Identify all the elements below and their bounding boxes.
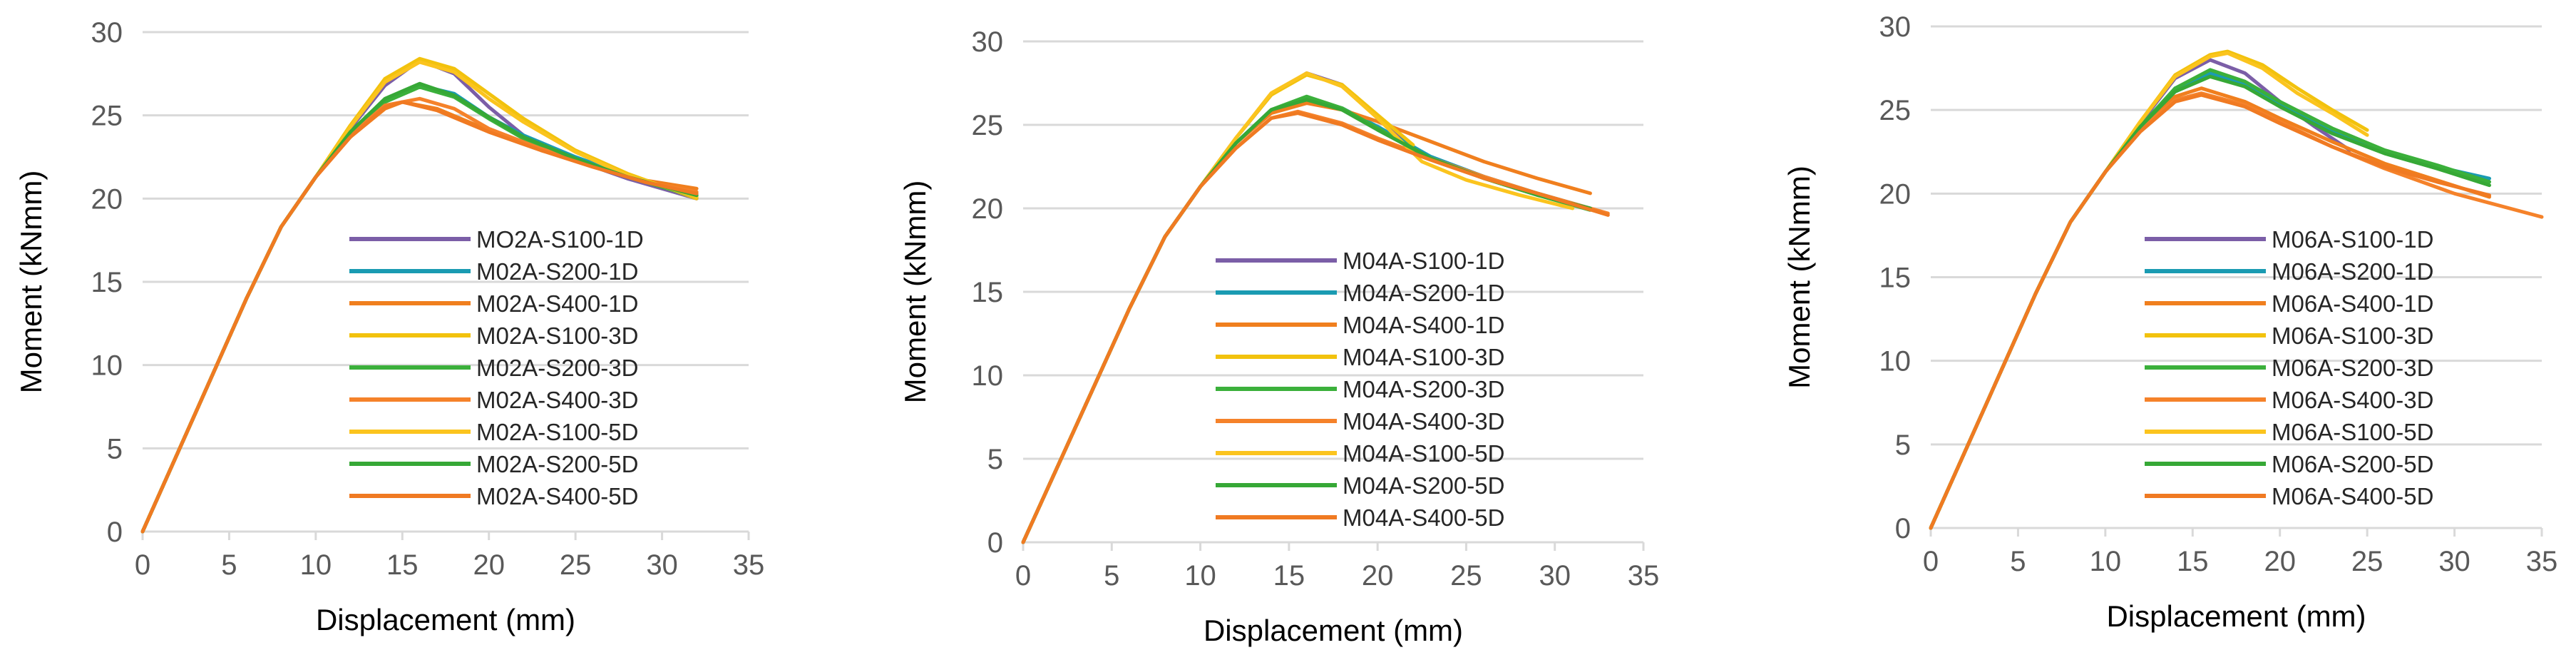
chart-m04a: 0 5 10 15 20 25 30 35 0 5 10 15 20 25 30 Displacement (…	[898, 26, 1660, 647]
x-tick-label: 35	[733, 549, 765, 581]
x-tick-label: 20	[473, 549, 505, 581]
y-tick-label: 15	[972, 277, 1004, 308]
y-tick-label: 10	[91, 350, 123, 382]
legend-entry-label: M06A-S400-5D	[2272, 483, 2433, 509]
legend-entry-label: M04A-S200-1D	[1343, 280, 1504, 306]
legend-entry-label: M02A-S200-5D	[476, 451, 638, 477]
y-tick-label: 30	[972, 26, 1004, 58]
y-tick-label: 20	[1879, 178, 1912, 210]
y-tick-label: 25	[1879, 95, 1912, 126]
x-tick-label: 0	[135, 549, 150, 581]
series-line-m04a-s200-3d	[1021, 94, 1592, 544]
legend-entry-label: M06A-S200-1D	[2272, 258, 2433, 285]
legend-entry-label: M04A-S200-3D	[1343, 376, 1504, 402]
x-tick-label: 30	[2438, 546, 2470, 577]
legend-entry-label: M06A-S200-3D	[2272, 355, 2433, 381]
x-tick-label: 25	[1450, 560, 1482, 592]
legend-entry-label: MO2A-S100-1D	[476, 226, 644, 253]
x-tick-label: 10	[300, 549, 332, 581]
gridlines	[1931, 25, 2542, 446]
legend-entry-label: M06A-S400-3D	[2272, 387, 2433, 413]
legend: MO2A-S100-1D M02A-S200-1D M02A-S400-1D M02A…	[349, 226, 644, 509]
chart-m02a: 0 5 10 15 20 25 30 35 0 5 10 15 20 25 30 Displacement (…	[14, 17, 765, 636]
y-tick-label: 20	[972, 193, 1004, 225]
legend-entry-label: M06A-S400-1D	[2272, 290, 2433, 317]
y-tick-label: 30	[1879, 11, 1912, 43]
y-axis-title: Moment (kNmm)	[14, 171, 48, 394]
legend-entry-label: M02A-S400-3D	[476, 387, 638, 413]
y-tick-label: 5	[987, 444, 1003, 475]
legend-entry-label: M04A-S100-5D	[1343, 440, 1504, 467]
x-tick-label: 15	[1273, 560, 1305, 592]
y-axis-title: Moment (kNmm)	[898, 181, 932, 404]
legend-entry-label: M04A-S400-1D	[1343, 312, 1504, 338]
series-lines	[1929, 49, 2544, 530]
x-tick-label: 0	[1015, 560, 1031, 592]
series-line-m04a-s200-5d	[1021, 98, 1592, 544]
y-tick-label: 20	[91, 183, 123, 215]
chart-panel-m02a: 0 5 10 15 20 25 30 35 0 5 10 15 20 25 30 Displacement (…	[0, 0, 806, 660]
x-axis-title: Displacement (mm)	[2106, 599, 2366, 633]
chart-panel-m04a: 0 5 10 15 20 25 30 35 0 5 10 15 20 25 30 Displacement (…	[884, 0, 1690, 660]
x-tick-label: 35	[2526, 546, 2558, 577]
x-tick-label: 25	[560, 549, 592, 581]
legend-entry-label: M04A-S200-5D	[1343, 472, 1504, 499]
y-tick-label: 5	[107, 433, 123, 464]
x-tick-label: 10	[1184, 560, 1216, 592]
legend-entry-label: M04A-S100-1D	[1343, 248, 1504, 274]
x-tick-label: 15	[2177, 546, 2209, 577]
y-tick-label: 25	[91, 101, 123, 132]
y-tick-label: 30	[91, 17, 123, 49]
legend-entry-label: M02A-S200-3D	[476, 355, 638, 381]
y-tick-label: 15	[1879, 263, 1912, 294]
x-tick-label: 30	[1539, 560, 1571, 592]
chart-m06a: 0 5 10 15 20 25 30 35 0 5 10 15 20 25 30 Displacement (…	[1782, 11, 2558, 633]
legend: M04A-S100-1D M04A-S200-1D M04A-S400-1D M04A…	[1216, 248, 1504, 531]
y-tick-label: 0	[987, 527, 1003, 559]
y-tick-label: 0	[1895, 513, 1911, 544]
series-line-m06a-s400-5d	[1929, 93, 2491, 530]
x-axis-title: Displacement (mm)	[1204, 614, 1463, 647]
x-axis-title: Displacement (mm)	[316, 603, 575, 636]
y-tick-label: 25	[972, 110, 1004, 141]
legend-entry-label: M02A-S400-5D	[476, 483, 638, 509]
legend-entry-label: M06A-S100-1D	[2272, 226, 2433, 253]
y-tick-label: 5	[1895, 430, 1911, 461]
y-tick-label: 10	[1879, 346, 1912, 377]
y-tick-label: 15	[91, 267, 123, 298]
x-tick-label: 0	[1923, 546, 1939, 577]
legend-entry-label: M06A-S100-3D	[2272, 323, 2433, 349]
x-tick-label: 35	[1628, 560, 1660, 592]
series-line-m04a-s400-5d	[1021, 111, 1610, 544]
x-tick-label: 20	[2264, 546, 2296, 577]
y-tick-label: 10	[972, 360, 1004, 392]
legend-entry-label: M02A-S100-5D	[476, 419, 638, 445]
y-axis-title: Moment (kNmm)	[1782, 166, 1816, 389]
legend-entry-label: M06A-S100-5D	[2272, 419, 2433, 445]
series-lines	[140, 56, 699, 534]
legend-entry-label: M02A-S100-3D	[476, 323, 638, 349]
chart-panel-m06a: 0 5 10 15 20 25 30 35 0 5 10 15 20 25 30 Displacement (…	[1768, 0, 2576, 660]
y-tick-label: 0	[107, 517, 123, 548]
x-tick-label: 20	[1362, 560, 1394, 592]
legend-entry-label: M02A-S200-1D	[476, 258, 638, 285]
gridlines	[1023, 40, 1643, 460]
x-tick-label: 25	[2351, 546, 2383, 577]
legend-entry-label: M04A-S100-3D	[1343, 344, 1504, 370]
legend-entry-label: M02A-S400-1D	[476, 290, 638, 317]
x-tick-label: 5	[2010, 546, 2026, 577]
x-tick-label: 5	[1104, 560, 1119, 592]
series-lines	[1021, 71, 1610, 544]
x-tick-label: 10	[2090, 546, 2122, 577]
legend: M06A-S100-1D M06A-S200-1D M06A-S400-1D M06A…	[2145, 226, 2433, 509]
series-line-m04a-s200-1d	[1021, 96, 1592, 544]
legend-entry-label: M04A-S400-3D	[1343, 408, 1504, 435]
legend-entry-label: M04A-S400-5D	[1343, 504, 1504, 531]
x-tick-label: 30	[646, 549, 678, 581]
legend-entry-label: M06A-S200-5D	[2272, 451, 2433, 477]
series-line-m02a-s400-5d	[140, 100, 699, 534]
series-line-m04a-s400-3d	[1021, 109, 1610, 544]
x-tick-label: 5	[221, 549, 237, 581]
x-tick-label: 15	[386, 549, 419, 581]
